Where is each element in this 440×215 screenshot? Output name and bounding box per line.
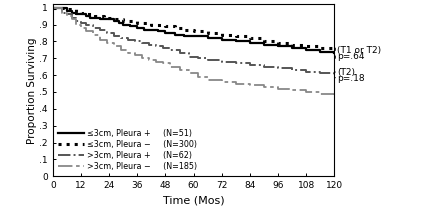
Text: (T2): (T2): [337, 68, 355, 77]
Y-axis label: Proportion Surviving: Proportion Surviving: [26, 37, 37, 144]
X-axis label: Time (Mos): Time (Mos): [163, 196, 224, 206]
Text: p=.64: p=.64: [337, 52, 365, 61]
Legend: ≤3cm, Pleura +     (N=51), ≤3cm, Pleura −     (N=300), >3cm, Pleura +     (N=62): ≤3cm, Pleura + (N=51), ≤3cm, Pleura − (N…: [57, 127, 199, 172]
Text: (T1 or T2): (T1 or T2): [337, 46, 381, 55]
Text: p=.18: p=.18: [337, 74, 365, 83]
